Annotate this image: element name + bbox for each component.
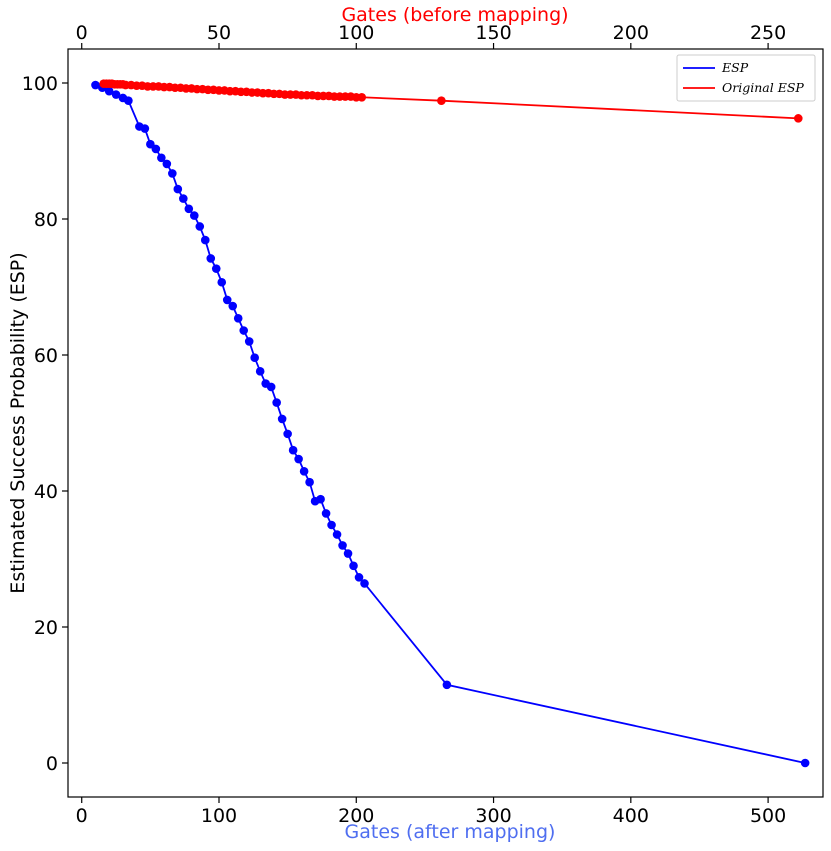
bottom-x-tick-label: 0 [76,805,88,827]
data-point-esp [217,277,227,287]
data-point-esp [184,204,194,214]
data-point-esp [211,264,221,273]
data-point-esp [239,326,249,335]
bottom-x-tick-label: 400 [613,805,649,827]
series-line-esp [95,84,806,764]
data-point-esp [173,184,183,194]
top-x-tick-label: 200 [613,22,649,44]
data-point-esp [294,454,303,464]
data-point-esp [360,579,369,588]
bottom-x-tick-label: 200 [338,805,374,827]
data-point-esp [332,530,342,539]
data-point-esp [327,520,336,530]
data-point-esp [288,445,298,455]
data-point-esp [200,235,210,245]
data-point-original-esp [437,96,446,105]
data-point-esp [343,549,353,558]
bottom-x-tick-label: 500 [750,805,786,827]
top-x-tick-label: 250 [750,22,786,44]
data-point-esp [91,80,100,90]
top-x-tick-label: 50 [207,22,231,44]
data-point-esp [800,758,810,768]
top-x-axis: 0 50 100 150 200 250 [76,22,786,49]
top-x-tick-label: 150 [475,22,511,44]
data-point-esp [354,573,364,582]
data-point-esp [151,144,161,154]
data-point-esp [104,86,114,96]
data-point-esp [316,494,325,504]
data-point-esp [140,124,150,133]
bottom-x-axis-title: Gates (after mapping) [345,821,556,843]
data-point-esp [255,367,265,376]
data-point-esp [168,169,177,178]
data-point-esp [442,680,452,690]
top-x-tick-label: 100 [338,22,374,44]
data-point-esp [157,153,166,163]
data-point-esp [206,254,216,263]
bottom-x-axis: 0 100 200 300 400 500 [76,797,786,827]
top-x-axis-title: Gates (before mapping) [341,4,568,26]
data-point-esp [283,429,292,439]
legend-label-esp: ESP [721,60,749,75]
y-tick-label: 40 [34,481,58,503]
y-axis-title: Estimated Success Probability (ESP) [7,252,29,593]
y-axis: 0 20 40 60 80 100 [22,73,68,775]
bottom-x-tick-label: 100 [201,805,237,827]
data-point-esp [338,541,347,550]
series-layer [91,79,810,768]
y-tick-label: 60 [34,345,58,367]
data-point-esp [179,194,188,203]
plot-area [67,48,824,798]
data-point-esp [195,222,205,231]
legend-label-original-esp: Original ESP [722,80,804,95]
data-point-esp [162,159,172,169]
data-point-esp [222,295,232,305]
data-point-esp [124,96,133,105]
y-tick-label: 20 [34,617,58,639]
data-point-esp [349,561,358,571]
data-point-esp [189,211,199,220]
data-point-esp [272,398,281,407]
data-point-esp [305,477,314,487]
data-point-original-esp [793,114,803,123]
data-point-esp [250,353,259,363]
data-point-esp [299,466,309,476]
data-point-esp [233,313,243,323]
bottom-x-tick-label: 300 [475,805,511,827]
data-point-esp [266,382,276,392]
y-tick-label: 80 [34,209,58,231]
data-point-esp [228,301,238,311]
data-point-esp [277,414,287,424]
y-tick-label: 0 [46,753,58,775]
data-point-esp [244,337,254,346]
data-point-esp [111,90,121,99]
data-point-esp [321,509,331,518]
legend: ESP Original ESP [676,54,816,102]
top-x-tick-label: 0 [76,22,88,44]
legend-box [676,54,816,102]
data-point-original-esp [357,92,367,102]
y-tick-label: 100 [22,73,58,95]
